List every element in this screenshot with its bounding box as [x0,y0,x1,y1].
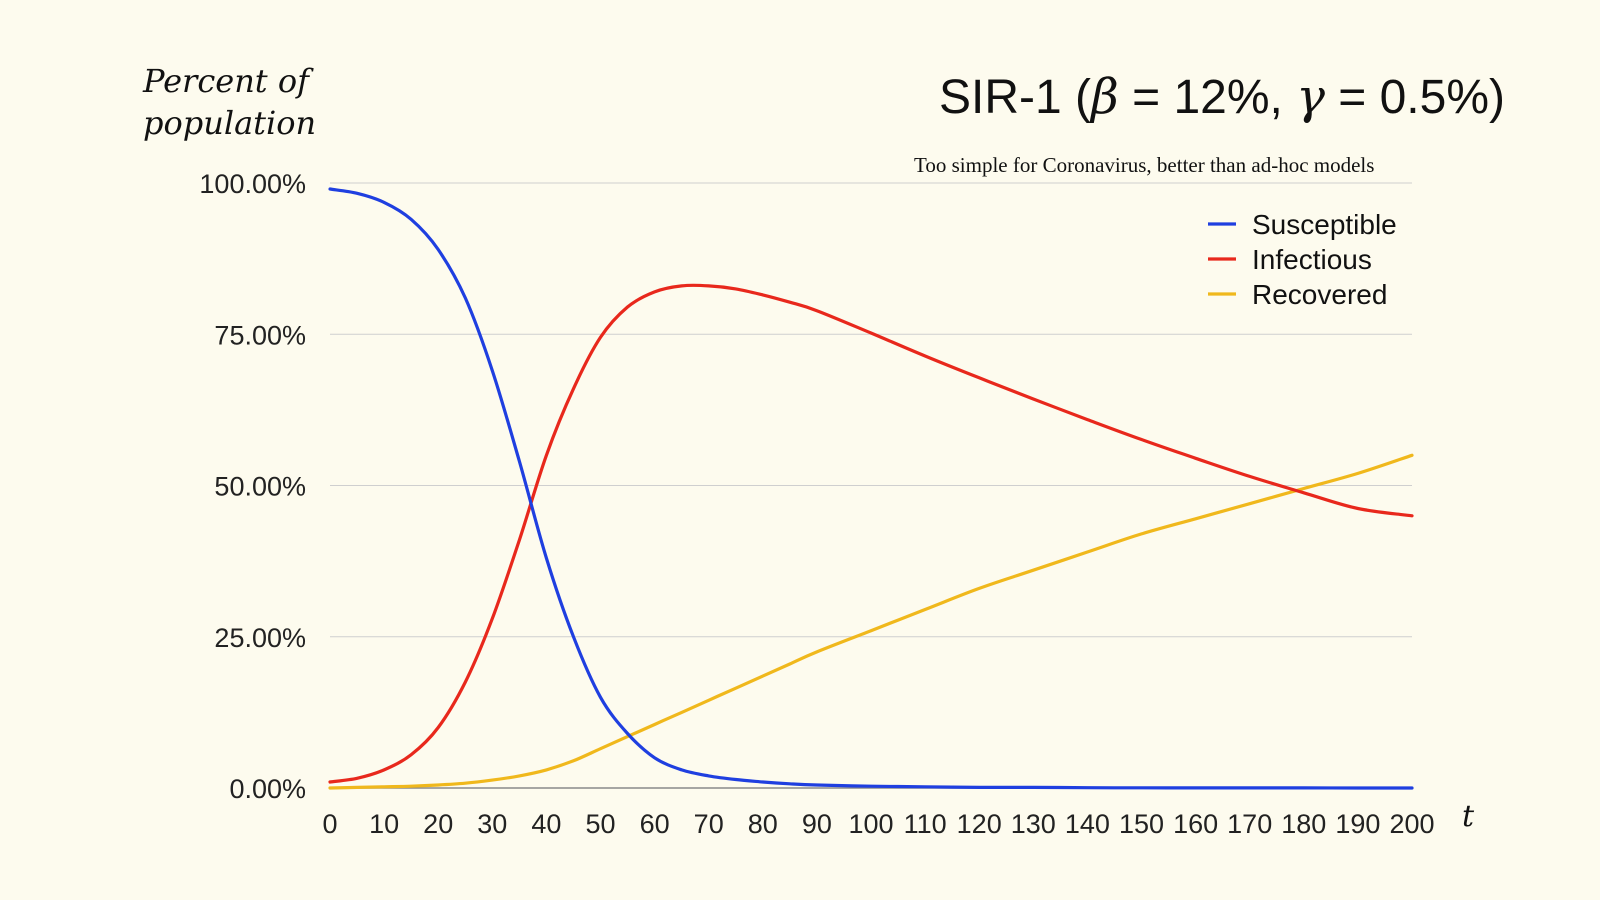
x-tick-label: 30 [477,809,507,839]
x-tick-label: 90 [802,809,832,839]
x-tick-label: 60 [640,809,670,839]
legend-item-recovered: Recovered [1208,279,1387,310]
x-tick-label: 140 [1065,809,1110,839]
series-line-recovered [328,453,1414,790]
beta-symbol: β [1089,69,1119,125]
x-tick-label: 190 [1335,809,1380,839]
x-tick-label: 50 [585,809,615,839]
legend: Susceptible Infectious Recovered [1208,209,1397,310]
legend-label: Recovered [1252,279,1387,310]
y-axis-label-line-2: population [143,104,316,142]
x-tick-label: 40 [531,809,561,839]
legend-label: Susceptible [1252,209,1397,240]
y-tick-label: 0.00% [229,774,306,804]
y-tick-label: 25.00% [214,623,306,653]
gamma-symbol: γ [1296,69,1325,125]
x-tick-label: 0 [322,809,337,839]
y-tick-labels: 0.00% 25.00% 50.00% 75.00% 100.00% [199,169,306,804]
x-axis-label: t [1462,799,1475,834]
x-tick-label: 150 [1119,809,1164,839]
gridlines [330,182,1412,789]
series-line-infectious [328,283,1414,784]
x-tick-label: 160 [1173,809,1218,839]
chart-subtitle: Too simple for Coronavirus, better than … [914,153,1374,177]
legend-item-susceptible: Susceptible [1208,209,1397,240]
legend-item-infectious: Infectious [1208,244,1372,275]
x-tick-label: 110 [904,809,947,839]
y-tick-label: 75.00% [214,320,306,350]
x-tick-label: 100 [848,809,893,839]
x-tick-label: 20 [423,809,453,839]
series-line-susceptible [328,187,1414,790]
y-axis-label-line-1: Percent of [142,62,314,100]
x-tick-label: 80 [748,809,778,839]
legend-label: Infectious [1252,244,1372,275]
x-tick-label: 180 [1281,809,1326,839]
x-tick-label: 10 [369,809,399,839]
x-tick-label: 120 [957,809,1002,839]
y-tick-label: 50.00% [214,472,306,502]
x-tick-label: 200 [1389,809,1434,839]
chart-title: SIR-1 (β = 12%, γ = 0.5%) [939,69,1505,125]
x-tick-label: 170 [1227,809,1272,839]
x-tick-label: 70 [694,809,724,839]
x-tick-labels: 0 10 20 30 40 50 60 70 80 90 100 110 120 130 140 150 160… [322,809,1434,839]
series-lines [328,187,1414,790]
x-tick-label: 130 [1011,809,1056,839]
y-tick-label: 100.00% [199,169,306,199]
